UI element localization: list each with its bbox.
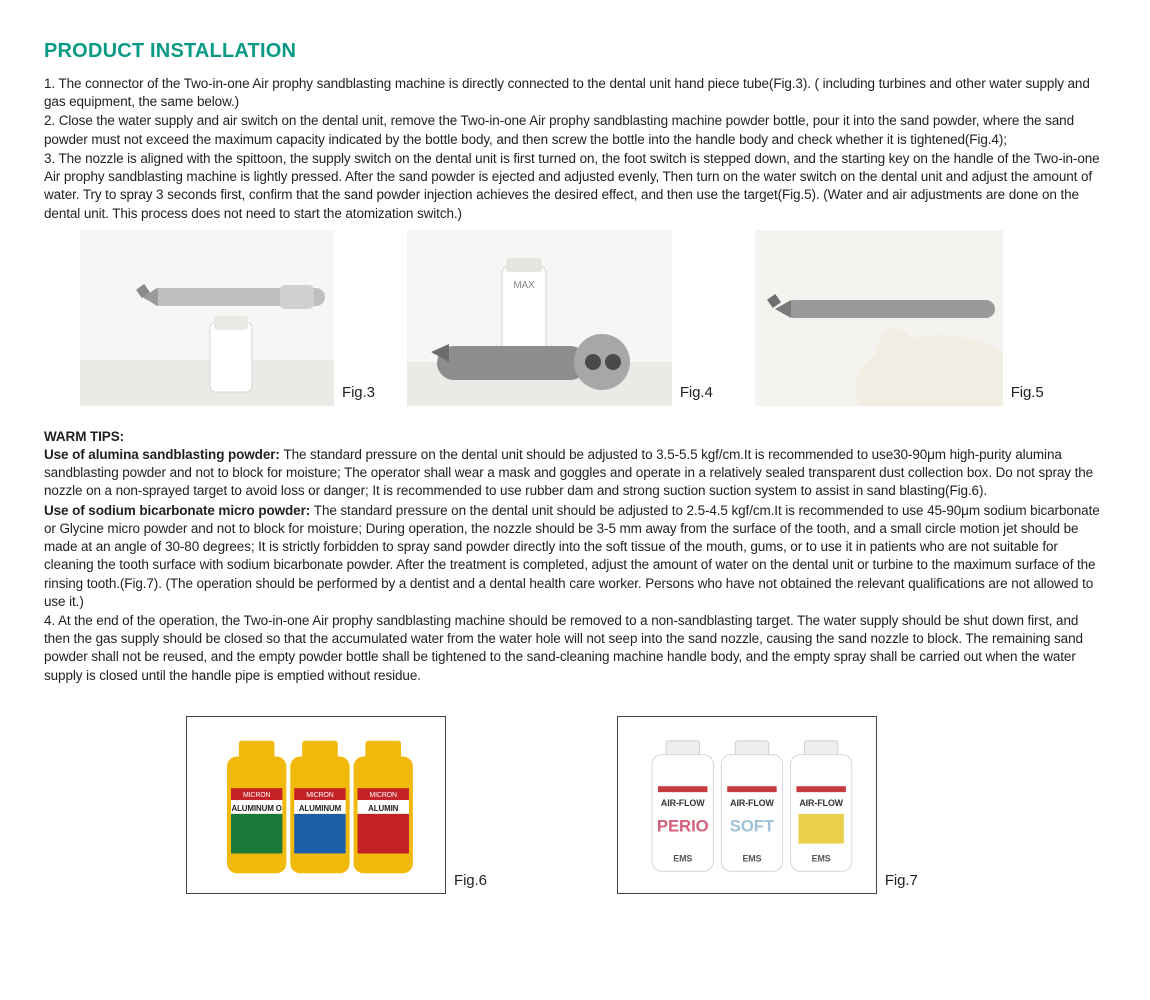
figure-5-block: Fig.5: [755, 230, 1044, 406]
svg-text:EMS: EMS: [742, 853, 761, 863]
figure-3-caption: Fig.3: [342, 383, 375, 406]
figure-3-image: [80, 230, 334, 406]
svg-text:MICRON: MICRON: [306, 792, 334, 799]
svg-text:ALUMIN: ALUMIN: [368, 804, 399, 813]
fig6-svg: MICRON ALUMINUM O MICRON ALUMINUM MICRON ALUM…: [187, 717, 445, 893]
figure-7-image: AIR-FLOW PERIO EMS AIR-FLOW SOFT EMS AIR-FLOW E…: [617, 716, 877, 894]
svg-text:AIR-FLOW: AIR-FLOW: [730, 798, 774, 808]
svg-text:ALUMINUM: ALUMINUM: [299, 804, 342, 813]
figure-4-block: MAX Fig.4: [407, 230, 713, 406]
svg-text:MICRON: MICRON: [370, 792, 398, 799]
sodium-label: Use of sodium bicarbonate micro powder:: [44, 503, 314, 518]
instruction-4: 4. At the end of the operation, the Two-…: [44, 612, 1106, 685]
fig4-svg: MAX: [407, 230, 672, 406]
figure-7-block: AIR-FLOW PERIO EMS AIR-FLOW SOFT EMS AIR-FLOW E…: [617, 716, 918, 894]
svg-text:MAX: MAX: [513, 280, 535, 291]
fig5-svg: [755, 230, 1003, 406]
warm-tips-section: WARM TIPS: Use of alumina sandblasting p…: [44, 428, 1106, 685]
svg-text:SOFT: SOFT: [730, 817, 775, 836]
sodium-text: The standard pressure on the dental unit…: [44, 503, 1100, 609]
figure-row-2: MICRON ALUMINUM O MICRON ALUMINUM MICRON ALUM…: [44, 686, 1106, 894]
svg-text:EMS: EMS: [673, 853, 692, 863]
warm-tips-header: WARM TIPS:: [44, 428, 1106, 446]
figure-row-1: Fig.3 MAX Fig.4: [44, 224, 1106, 406]
figure-6-image: MICRON ALUMINUM O MICRON ALUMINUM MICRON ALUM…: [186, 716, 446, 894]
alumina-paragraph: Use of alumina sandblasting powder: The …: [44, 446, 1106, 501]
figure-4-caption: Fig.4: [680, 383, 713, 406]
svg-text:PERIO: PERIO: [657, 817, 709, 836]
svg-text:AIR-FLOW: AIR-FLOW: [799, 798, 843, 808]
svg-text:ALUMINUM O: ALUMINUM O: [231, 804, 281, 813]
sodium-paragraph: Use of sodium bicarbonate micro powder: …: [44, 502, 1106, 611]
fig7-svg: AIR-FLOW PERIO EMS AIR-FLOW SOFT EMS AIR-FLOW E…: [618, 717, 876, 893]
figure-6-caption: Fig.6: [454, 871, 487, 894]
figure-5-image: [755, 230, 1003, 406]
instruction-2: 2. Close the water supply and air switch…: [44, 112, 1106, 148]
svg-text:EMS: EMS: [812, 853, 831, 863]
figure-6-block: MICRON ALUMINUM O MICRON ALUMINUM MICRON ALUM…: [186, 716, 487, 894]
figure-7-caption: Fig.7: [885, 871, 918, 894]
figure-5-caption: Fig.5: [1011, 383, 1044, 406]
svg-text:MICRON: MICRON: [243, 792, 271, 799]
alumina-label: Use of alumina sandblasting powder:: [44, 447, 283, 462]
instruction-3: 3. The nozzle is aligned with the spitto…: [44, 150, 1106, 223]
section-title: PRODUCT INSTALLATION: [44, 38, 1106, 65]
figure-4-image: MAX: [407, 230, 672, 406]
figure-3-block: Fig.3: [80, 230, 375, 406]
fig3-svg: [80, 230, 334, 406]
instruction-1: 1. The connector of the Two-in-one Air p…: [44, 75, 1106, 111]
svg-text:AIR-FLOW: AIR-FLOW: [661, 798, 705, 808]
